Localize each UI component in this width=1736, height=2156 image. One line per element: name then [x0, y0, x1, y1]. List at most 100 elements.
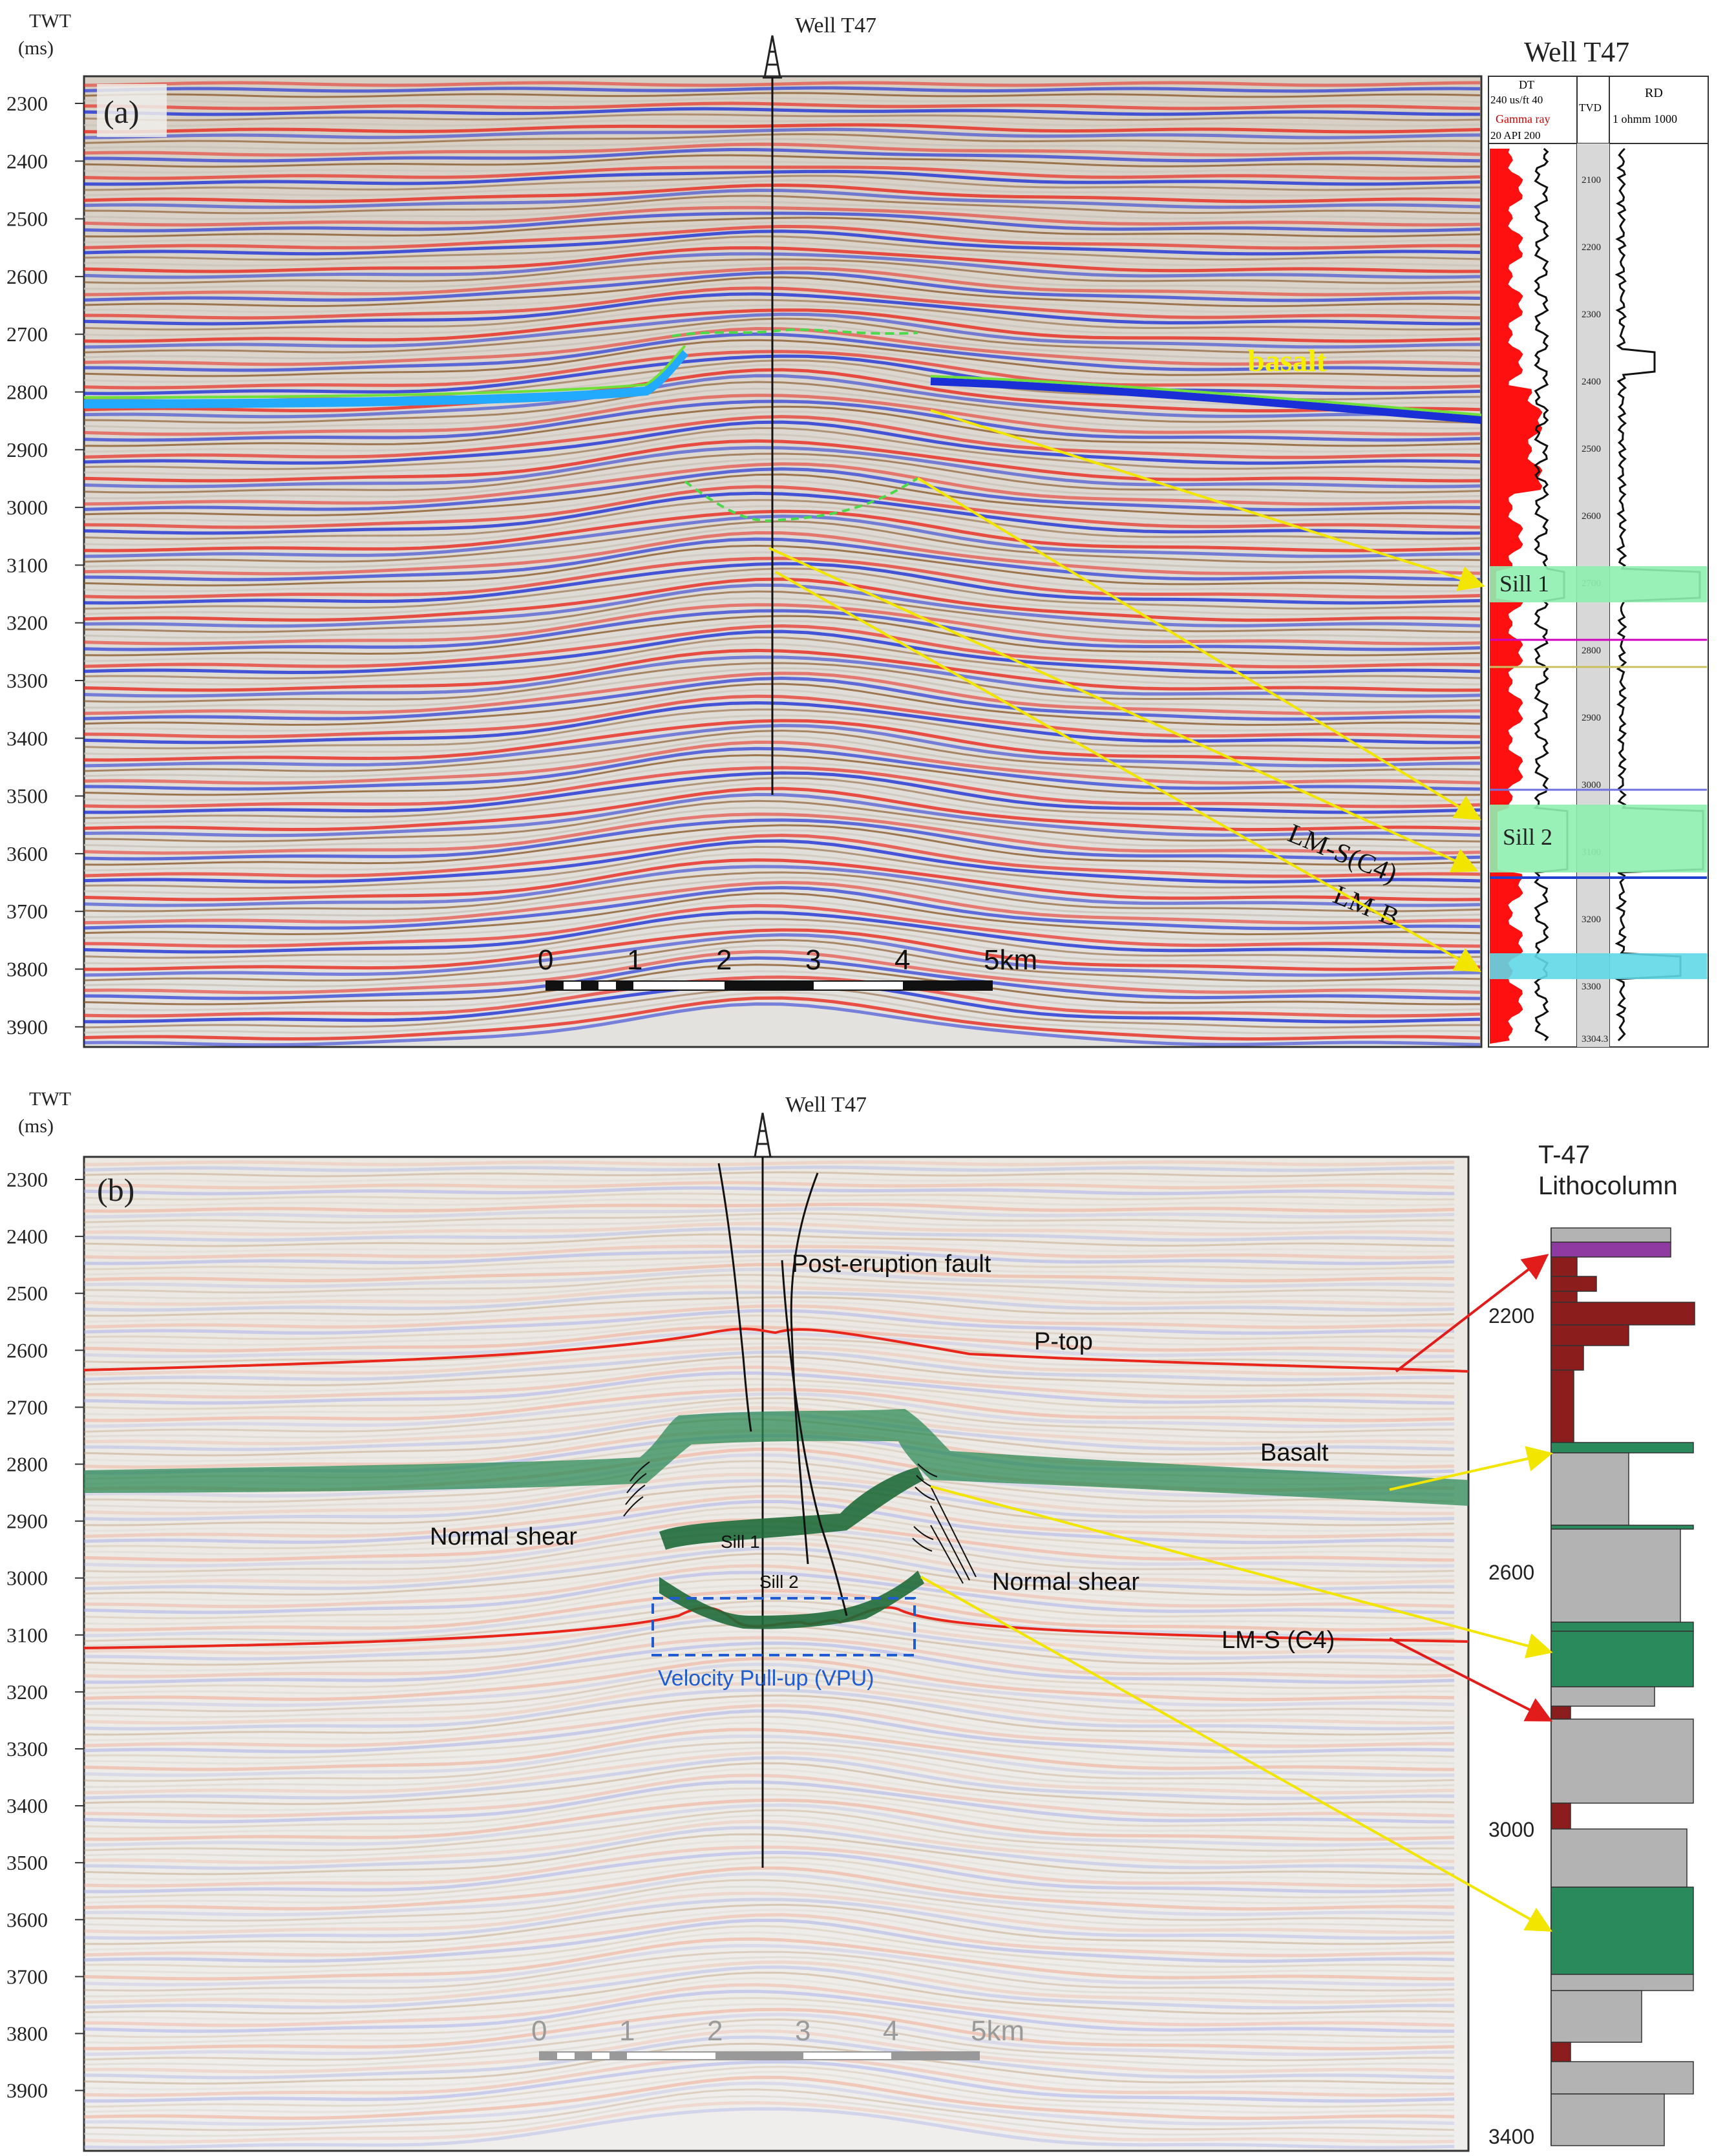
reflection [84, 1861, 1455, 1905]
reflection [84, 1388, 1455, 1422]
y-tick-label: 3700 [6, 1965, 48, 1988]
reflection [84, 766, 1481, 808]
reflection [84, 949, 1481, 995]
reflection [84, 1325, 1455, 1353]
reflection [84, 2060, 1455, 2103]
reflection [84, 1296, 1455, 1317]
reflection [84, 1662, 1455, 1707]
litho-bar [1551, 1276, 1597, 1292]
reflection [84, 1355, 1455, 1387]
reflection [84, 304, 1481, 337]
reflection [84, 525, 1481, 569]
reflection [84, 918, 1481, 959]
reflection [84, 1950, 1455, 1992]
reflection [84, 556, 1481, 599]
reflection [84, 1594, 1455, 1638]
arrow-sill2-b [920, 1576, 1552, 1932]
y-tick-label: 3100 [6, 1623, 48, 1647]
panel-a-correlation-arrows [768, 409, 1485, 972]
reflection [84, 1751, 1455, 1795]
scale-0: 0 [538, 944, 553, 976]
reflection [84, 911, 1481, 954]
y-tick-label: 2300 [6, 1168, 48, 1191]
reflection [84, 217, 1481, 238]
reflection [84, 1956, 1455, 1998]
reflection [84, 1249, 1455, 1265]
reflection [84, 858, 1481, 902]
reflection [84, 1943, 1455, 1987]
reflection [84, 1814, 1455, 1858]
reflection [84, 123, 1481, 134]
reflection [84, 729, 1481, 773]
reflection [84, 714, 1481, 756]
reflection [84, 1866, 1455, 1911]
reflection [84, 938, 1481, 982]
reflection [84, 577, 1481, 622]
panel-b-scale-bar: 0 1 2 3 4 5km [531, 2015, 1024, 2060]
log-tvd: TVD [1579, 101, 1602, 114]
reflection [84, 1773, 1455, 1818]
reflection [84, 1819, 1455, 1865]
reflection [84, 420, 1481, 465]
reflection [84, 1267, 1455, 1289]
reflection [84, 1913, 1455, 1958]
reflection [84, 1285, 1455, 1306]
y-tick-label: 3700 [6, 900, 48, 923]
reflection [84, 2029, 1455, 2074]
litho-bar [1551, 1802, 1571, 1830]
panel-b-correlation-arrows [920, 1254, 1553, 1932]
log-gamma: Gamma ray [1496, 112, 1550, 125]
reflection [84, 462, 1481, 506]
panel-b: TWT (ms) 2300240025002600270028002900300… [6, 1088, 1695, 2152]
basalt-green-right [930, 375, 1481, 416]
reflection [84, 1960, 1455, 2004]
sill2-label-b: Sill 2 [759, 1572, 799, 1592]
reflection [84, 308, 1481, 343]
reflection [84, 220, 1481, 244]
reflection [84, 562, 1481, 605]
scale-b-1: 1 [619, 2015, 635, 2047]
reflection [84, 1746, 1455, 1788]
panel-a-axis-title-line1: TWT [29, 10, 71, 32]
tvd-tick-label: 3304.3 [1582, 1034, 1608, 1044]
reflection [84, 127, 1481, 140]
reflection [84, 544, 1481, 587]
tvd-tick-label: 2800 [1582, 646, 1601, 656]
litho-bar [1551, 1974, 1694, 1991]
tvd-ticks: 2100220023002400250026002700280029003000… [1582, 175, 1608, 1044]
y-tick-label: 2400 [6, 149, 48, 173]
y-tick-label: 3900 [6, 2079, 48, 2102]
sill-bottom-trace [684, 477, 919, 522]
arrow-sill1 [930, 409, 1485, 591]
y-tick-label: 3000 [6, 496, 48, 519]
reflection [84, 1494, 1455, 1539]
litho-bar [1551, 1525, 1694, 1530]
log-dt: DT [1519, 78, 1534, 91]
reflection [84, 792, 1481, 838]
litho-bar [1551, 1718, 1694, 1804]
reflection [84, 326, 1481, 366]
reflection [84, 648, 1481, 692]
reflection [84, 2066, 1455, 2108]
reflection [84, 806, 1481, 849]
reflection [84, 1931, 1455, 1974]
reflection [84, 2075, 1455, 2120]
reflection [84, 1346, 1455, 1376]
reflection [84, 1181, 1455, 1190]
reflection [84, 1280, 1455, 1300]
reflection [84, 1798, 1455, 1841]
tvd-tick-label: 2100 [1582, 175, 1601, 185]
lithocolumn: T-47 Lithocolumn 2200 2600 3000 3400 [1488, 1141, 1695, 2148]
reflection [84, 845, 1481, 889]
sill1-band [1490, 566, 1707, 602]
reflection [84, 1669, 1455, 1713]
litho-bar [1551, 1227, 1671, 1243]
reflection [84, 312, 1481, 349]
reflection [84, 1630, 1455, 1672]
reflection [84, 1564, 1455, 1609]
reflection [84, 415, 1481, 460]
reflection [84, 165, 1481, 180]
reflection [84, 1872, 1455, 1917]
y-tick-label: 3300 [6, 1737, 48, 1760]
reflection [84, 339, 1481, 377]
